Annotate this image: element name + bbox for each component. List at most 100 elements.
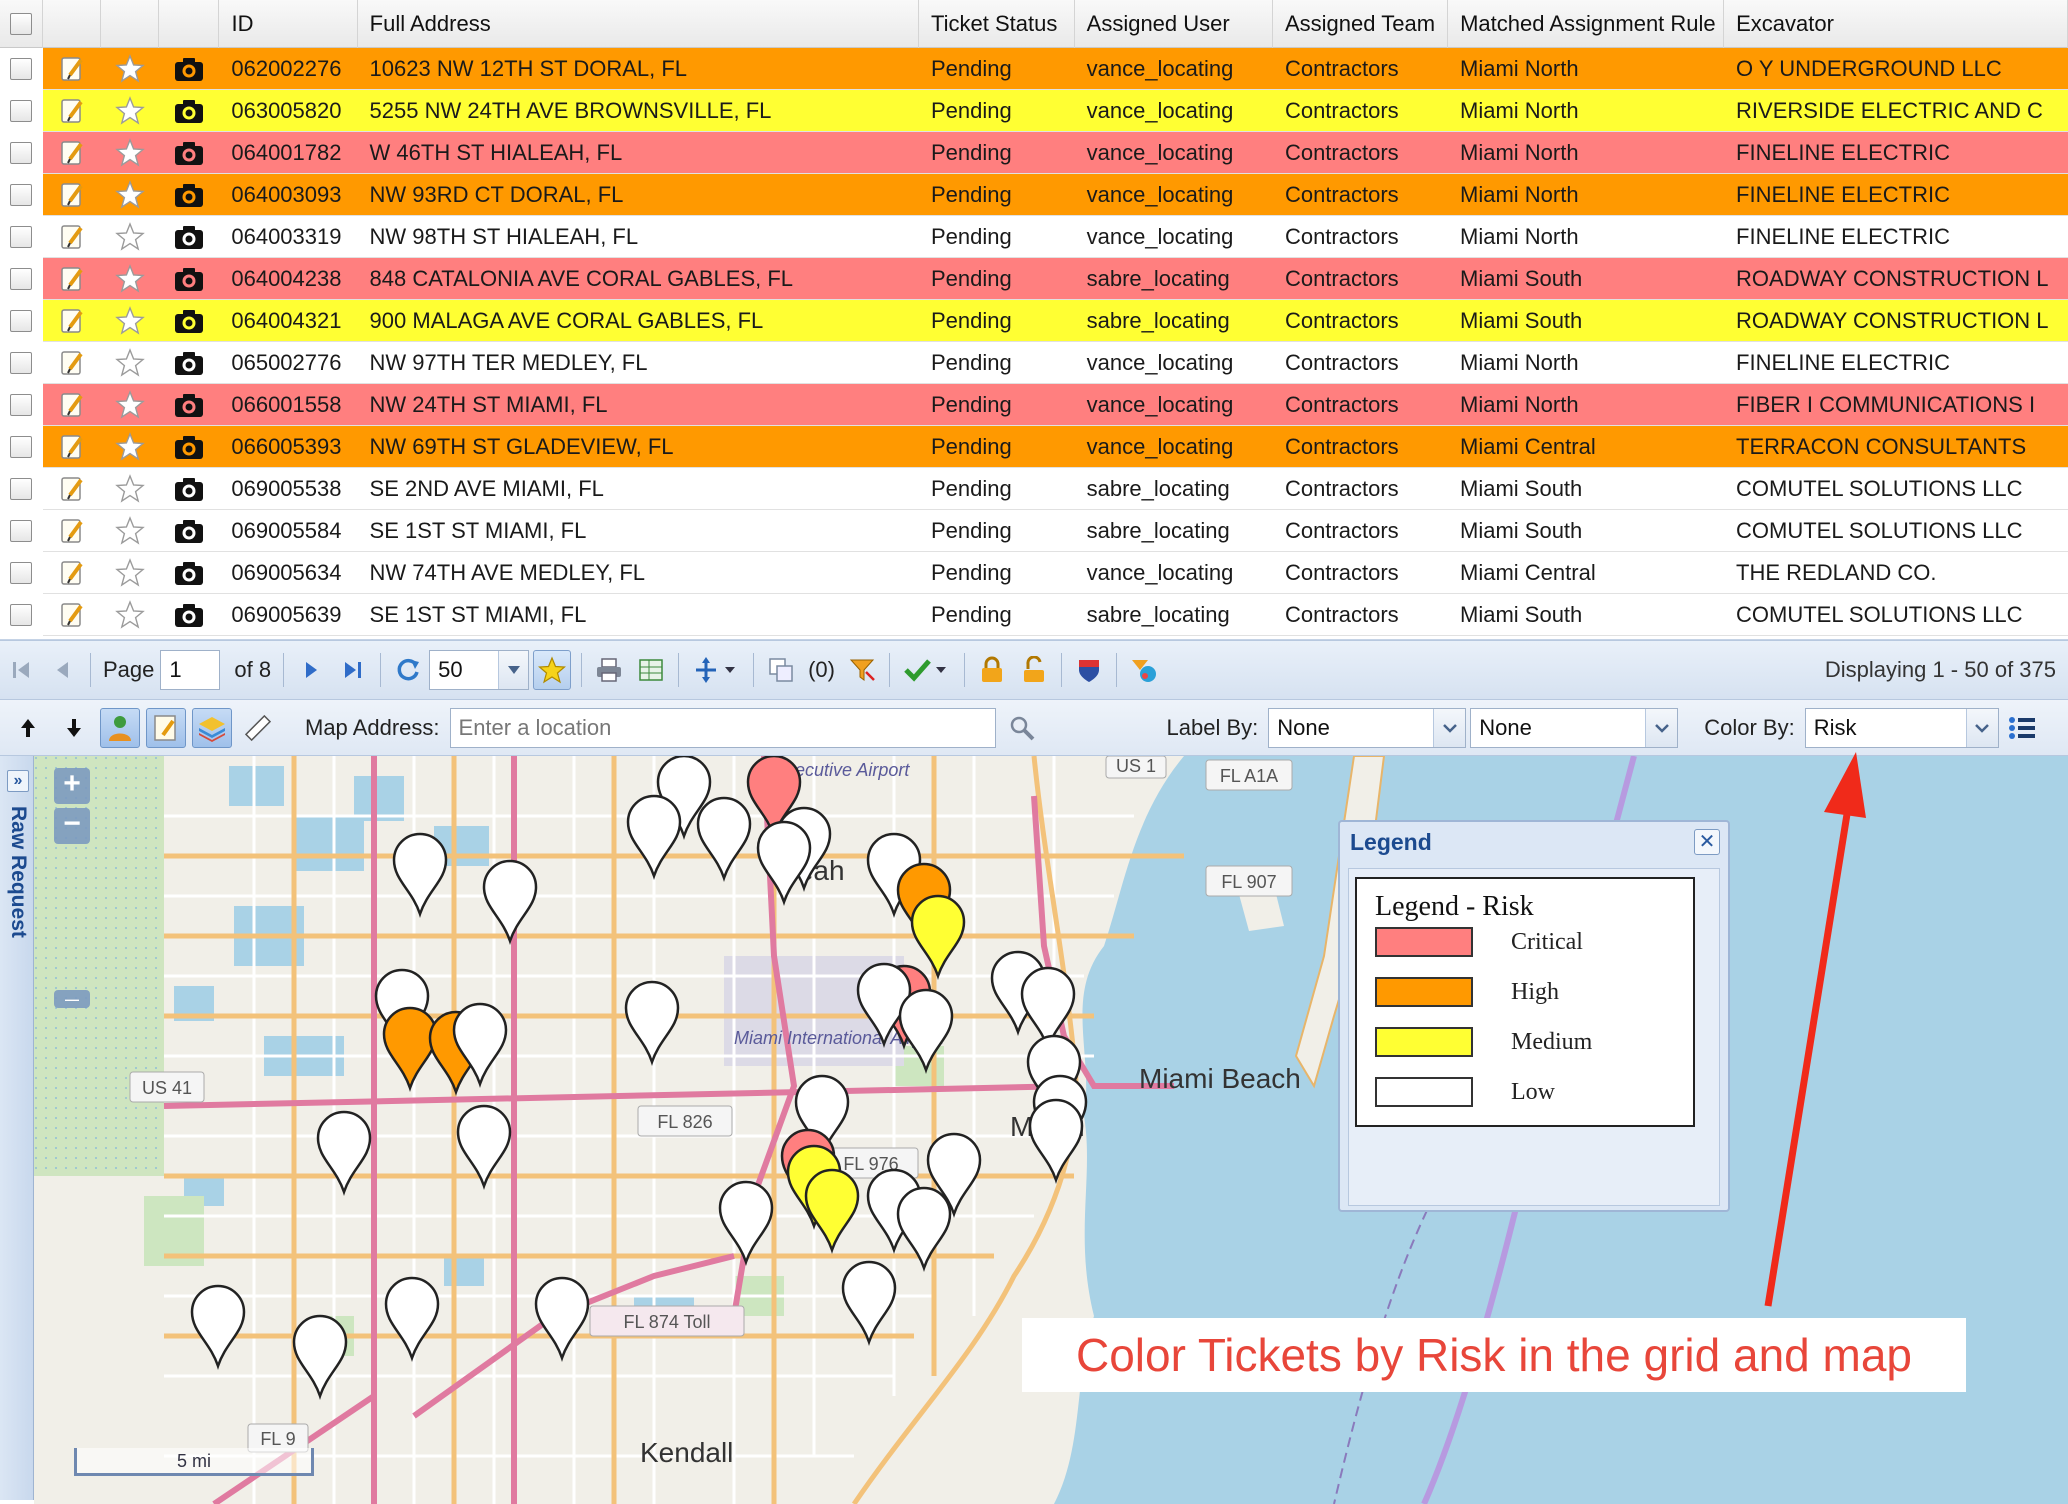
edit-icon[interactable] <box>43 48 101 90</box>
star-icon[interactable] <box>101 468 159 510</box>
edit-icon[interactable] <box>43 552 101 594</box>
edit-icon[interactable] <box>43 384 101 426</box>
expand-icon[interactable]: » <box>7 770 29 792</box>
table-row[interactable]: 069005639 SE 1ST ST MIAMI, FL Pending sabre… <box>0 594 2068 636</box>
row-checkbox[interactable] <box>0 48 43 90</box>
star-icon[interactable] <box>101 552 159 594</box>
label-by-select-1[interactable]: None <box>1268 707 1467 748</box>
ticket-marker[interactable] <box>910 894 966 980</box>
star-icon[interactable] <box>101 342 159 384</box>
ticket-marker[interactable] <box>382 1006 438 1092</box>
edit-icon[interactable] <box>43 90 101 132</box>
zoom-in-button[interactable]: + <box>54 768 90 804</box>
raw-request-panel-tab[interactable]: » Raw Request <box>0 756 34 1500</box>
close-icon[interactable]: ✕ <box>1694 829 1720 855</box>
row-checkbox[interactable] <box>0 552 43 594</box>
camera-icon[interactable] <box>159 510 219 552</box>
column-header-excavator[interactable]: Excavator <box>1724 0 2068 48</box>
column-header-address[interactable]: Full Address <box>358 0 919 48</box>
table-row[interactable]: 065002776 NW 97TH TER MEDLEY, FL Pending va… <box>0 342 2068 384</box>
edit-icon[interactable] <box>43 132 101 174</box>
table-row[interactable]: 064004238 848 CATALONIA AVE CORAL GABLES,… <box>0 258 2068 300</box>
legend-toggle-button[interactable] <box>2002 708 2042 748</box>
edit-icon[interactable] <box>43 258 101 300</box>
last-page-button[interactable] <box>336 650 370 690</box>
column-header-user[interactable]: Assigned User <box>1075 0 1273 48</box>
map-address-input[interactable]: Enter a location <box>449 707 996 748</box>
edit-icon[interactable] <box>43 510 101 552</box>
user-layer-button[interactable] <box>100 707 140 748</box>
camera-icon[interactable] <box>159 216 219 258</box>
camera-icon[interactable] <box>159 552 219 594</box>
row-checkbox[interactable] <box>0 132 43 174</box>
row-checkbox[interactable] <box>0 384 43 426</box>
ticket-marker[interactable] <box>746 756 802 840</box>
favorites-button[interactable] <box>533 650 572 690</box>
star-icon[interactable] <box>101 426 159 468</box>
star-icon[interactable] <box>101 48 159 90</box>
table-row[interactable]: 069005634 NW 74TH AVE MEDLEY, FL Pending va… <box>0 552 2068 594</box>
ticket-marker[interactable] <box>456 1104 512 1190</box>
camera-icon[interactable] <box>159 90 219 132</box>
edit-icon[interactable] <box>43 300 101 342</box>
refresh-button[interactable] <box>391 650 425 690</box>
row-checkbox[interactable] <box>0 468 43 510</box>
table-row[interactable]: 066001558 NW 24TH ST MIAMI, FL Pending vanc… <box>0 384 2068 426</box>
camera-icon[interactable] <box>159 132 219 174</box>
ticket-marker[interactable] <box>452 1002 508 1088</box>
map-search-button[interactable] <box>1002 708 1042 748</box>
table-row[interactable]: 064003319 NW 98TH ST HIALEAH, FL Pending va… <box>0 216 2068 258</box>
row-checkbox[interactable] <box>0 90 43 132</box>
edit-icon[interactable] <box>43 342 101 384</box>
star-icon[interactable] <box>101 594 159 636</box>
row-checkbox[interactable] <box>0 594 43 636</box>
print-button[interactable] <box>592 650 626 690</box>
ticket-marker[interactable] <box>794 1074 850 1160</box>
table-row[interactable]: 064004321 900 MALAGA AVE CORAL GABLES, FL… <box>0 300 2068 342</box>
camera-icon[interactable] <box>159 426 219 468</box>
table-row[interactable]: 062002276 10623 NW 12TH ST DORAL, FL Pendi… <box>0 48 2068 90</box>
table-row[interactable]: 064003093 NW 93RD CT DORAL, FL Pending vanc… <box>0 174 2068 216</box>
measure-button[interactable] <box>238 708 278 748</box>
star-icon[interactable] <box>101 300 159 342</box>
row-checkbox[interactable] <box>0 510 43 552</box>
ticket-marker[interactable] <box>190 1284 246 1370</box>
color-by-select[interactable]: Risk <box>1804 707 1999 748</box>
ticket-marker[interactable] <box>534 1276 590 1362</box>
ticket-marker[interactable] <box>624 980 680 1066</box>
page-number-input[interactable]: 1 <box>160 650 221 690</box>
column-header-id[interactable]: ID <box>219 0 358 48</box>
ticket-marker[interactable] <box>482 859 538 945</box>
color-palette-button[interactable] <box>1127 650 1161 690</box>
column-header-team[interactable]: Assigned Team <box>1273 0 1449 48</box>
row-checkbox[interactable] <box>0 258 43 300</box>
column-header-status[interactable]: Ticket Status <box>919 0 1075 48</box>
row-checkbox[interactable] <box>0 216 43 258</box>
row-checkbox[interactable] <box>0 300 43 342</box>
ticket-marker[interactable] <box>1020 966 1076 1052</box>
base-layers-button[interactable] <box>192 707 232 748</box>
table-row[interactable]: 066005393 NW 69TH ST GLADEVIEW, FL Pending… <box>0 426 2068 468</box>
star-icon[interactable] <box>101 384 159 426</box>
ticket-marker[interactable] <box>626 794 682 880</box>
copy-selected-button[interactable] <box>764 650 798 690</box>
table-row[interactable]: 064001782 W 46TH ST HIALEAH, FL Pending van… <box>0 132 2068 174</box>
ticket-marker[interactable] <box>896 1186 952 1272</box>
complete-button[interactable] <box>900 650 954 690</box>
table-row[interactable]: 063005820 5255 NW 24TH AVE BROWNSVILLE, F… <box>0 90 2068 132</box>
star-icon[interactable] <box>101 216 159 258</box>
export-excel-button[interactable] <box>634 650 668 690</box>
layers-button[interactable] <box>1072 650 1106 690</box>
camera-icon[interactable] <box>159 342 219 384</box>
move-down-button[interactable] <box>54 708 94 748</box>
next-page-button[interactable] <box>294 650 328 690</box>
row-checkbox[interactable] <box>0 426 43 468</box>
edit-icon[interactable] <box>43 174 101 216</box>
tickets-layer-button[interactable] <box>146 707 186 748</box>
camera-icon[interactable] <box>159 594 219 636</box>
ticket-marker[interactable] <box>926 1132 982 1218</box>
row-checkbox[interactable] <box>0 174 43 216</box>
star-icon[interactable] <box>101 174 159 216</box>
column-header-rule[interactable]: Matched Assignment Rule <box>1448 0 1725 48</box>
edit-icon[interactable] <box>43 468 101 510</box>
